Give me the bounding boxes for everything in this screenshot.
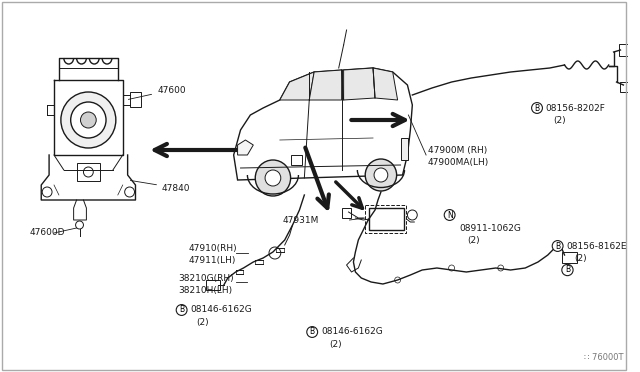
Polygon shape xyxy=(373,68,397,100)
Circle shape xyxy=(265,170,281,186)
Circle shape xyxy=(125,187,134,197)
Text: (2): (2) xyxy=(467,235,480,244)
Text: 47840: 47840 xyxy=(131,180,191,192)
Text: 47600: 47600 xyxy=(129,86,186,99)
Text: 47910(RH): 47910(RH) xyxy=(189,244,237,253)
Circle shape xyxy=(70,102,106,138)
Text: B: B xyxy=(565,266,570,275)
Polygon shape xyxy=(237,140,253,155)
Text: 47600D: 47600D xyxy=(29,228,65,237)
Text: 38210H(LH): 38210H(LH) xyxy=(179,285,233,295)
Text: B: B xyxy=(534,103,540,112)
Text: B: B xyxy=(555,241,560,250)
Text: (2): (2) xyxy=(574,253,587,263)
Text: ∷ 76000T: ∷ 76000T xyxy=(584,353,623,362)
Circle shape xyxy=(408,210,417,220)
Polygon shape xyxy=(280,72,314,100)
Text: 47900M (RH): 47900M (RH) xyxy=(428,145,487,154)
Circle shape xyxy=(81,112,96,128)
Text: 08911-1062G: 08911-1062G xyxy=(460,224,522,232)
Text: 08146-6162G: 08146-6162G xyxy=(321,327,383,337)
Circle shape xyxy=(42,187,52,197)
Circle shape xyxy=(374,168,388,182)
Text: 47931M: 47931M xyxy=(283,215,319,224)
Text: 08146-6162G: 08146-6162G xyxy=(191,305,252,314)
Polygon shape xyxy=(344,68,375,100)
Circle shape xyxy=(255,160,291,196)
Text: 47911(LH): 47911(LH) xyxy=(189,256,236,264)
Text: (2): (2) xyxy=(329,340,342,349)
Circle shape xyxy=(61,92,116,148)
Text: (2): (2) xyxy=(196,317,209,327)
Text: (2): (2) xyxy=(554,115,566,125)
Text: 08156-8162E: 08156-8162E xyxy=(566,241,627,250)
Polygon shape xyxy=(234,68,412,180)
Circle shape xyxy=(365,159,397,191)
FancyBboxPatch shape xyxy=(369,208,403,230)
Text: B: B xyxy=(310,327,315,337)
Text: N: N xyxy=(447,211,452,219)
Circle shape xyxy=(76,221,83,229)
Polygon shape xyxy=(309,70,342,100)
Text: 38210G(RH): 38210G(RH) xyxy=(179,273,234,282)
FancyBboxPatch shape xyxy=(401,138,408,160)
Text: 47900MA(LH): 47900MA(LH) xyxy=(428,157,490,167)
Text: B: B xyxy=(179,305,184,314)
Circle shape xyxy=(83,167,93,177)
Text: 08156-8202F: 08156-8202F xyxy=(546,103,605,112)
